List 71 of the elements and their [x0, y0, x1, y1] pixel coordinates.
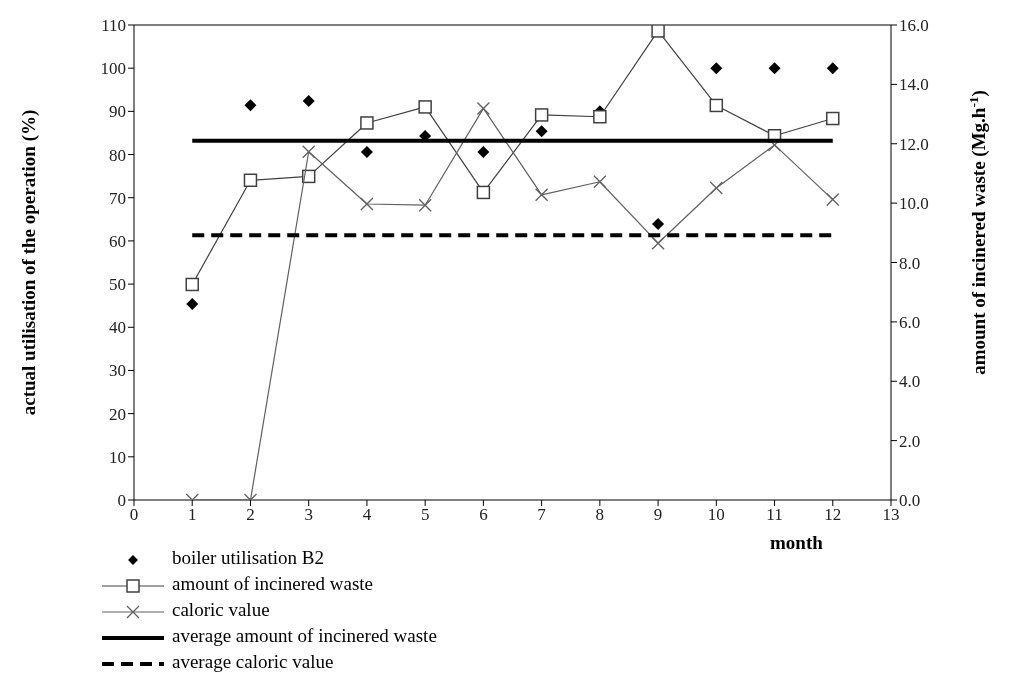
point — [593, 109, 607, 124]
y2-tick-label: 12.0 — [899, 134, 929, 154]
x-tick-label: 10 — [707, 505, 725, 525]
point — [534, 188, 549, 202]
point — [710, 62, 723, 75]
y2-tick-label: 14.0 — [899, 75, 929, 95]
legend-label: boiler utilisation B2 — [171, 546, 325, 570]
point — [652, 218, 665, 231]
y-tick-label: 60 — [109, 231, 126, 251]
point — [651, 236, 665, 250]
point — [826, 62, 839, 75]
y-tick-label: 90 — [109, 102, 126, 122]
y-tick-label: 80 — [109, 145, 126, 165]
y-tick-label: 0 — [117, 491, 126, 511]
point — [302, 145, 316, 159]
x-tick-label: 2 — [246, 505, 255, 525]
point — [709, 181, 723, 195]
x-tick-label: 12 — [824, 505, 842, 525]
x-tick-label: 3 — [304, 505, 313, 525]
point — [243, 173, 258, 188]
point — [418, 100, 432, 114]
x-tick-label: 9 — [653, 505, 663, 525]
y-tick-label: 40 — [109, 318, 126, 338]
point — [185, 277, 199, 292]
point — [768, 62, 781, 75]
x-tick-label: 11 — [766, 505, 783, 525]
point — [360, 116, 374, 130]
x-tick-label: 8 — [595, 505, 605, 525]
point — [186, 297, 199, 310]
point — [360, 197, 374, 211]
point — [477, 145, 490, 158]
legend-label: average caloric value — [171, 650, 335, 674]
x-tick-label: 13 — [882, 505, 900, 525]
x-tick-label: 6 — [479, 505, 488, 525]
legend-label: caloric value — [171, 598, 271, 622]
y2-tick-label: 0.0 — [899, 491, 921, 511]
x-tick-label: 0 — [129, 505, 139, 525]
y-tick-label: 10 — [109, 447, 126, 467]
point — [476, 185, 491, 200]
legend-label: amount of incinered waste — [171, 572, 374, 596]
y2-tick-label: 4.0 — [899, 372, 921, 392]
y-tick-label: 20 — [109, 404, 126, 424]
x-tick-label: 7 — [537, 505, 547, 525]
point — [360, 145, 373, 158]
point — [534, 108, 549, 122]
point — [302, 95, 315, 107]
y2-tick-label: 10.0 — [899, 194, 929, 214]
point — [244, 99, 257, 112]
y2-tick-label: 6.0 — [899, 312, 921, 332]
y-tick-label: 70 — [109, 188, 126, 208]
point — [535, 125, 548, 138]
y-tick-label: 30 — [109, 361, 126, 381]
y-axis-title: actual utilisation of the operation (%) — [18, 109, 40, 416]
point — [651, 25, 665, 38]
x-tick-label: 1 — [187, 505, 197, 525]
point — [826, 192, 840, 207]
y-tick-label: 50 — [109, 275, 126, 295]
y2-tick-label: 2.0 — [899, 431, 921, 451]
y2-tick-label: 16.0 — [899, 16, 929, 36]
point — [826, 111, 840, 126]
x-tick-label: 5 — [420, 505, 430, 525]
y2-tick-label: 8.0 — [899, 253, 921, 273]
point — [418, 198, 432, 212]
x-tick-label: 4 — [362, 505, 372, 525]
point — [709, 98, 724, 113]
point — [476, 101, 491, 116]
y-tick-label: 100 — [100, 59, 126, 79]
x-axis-title: month — [770, 532, 823, 554]
point — [593, 175, 607, 189]
legend-label: average amount of incinered waste — [171, 624, 437, 648]
y-tick-label: 110 — [101, 16, 126, 36]
